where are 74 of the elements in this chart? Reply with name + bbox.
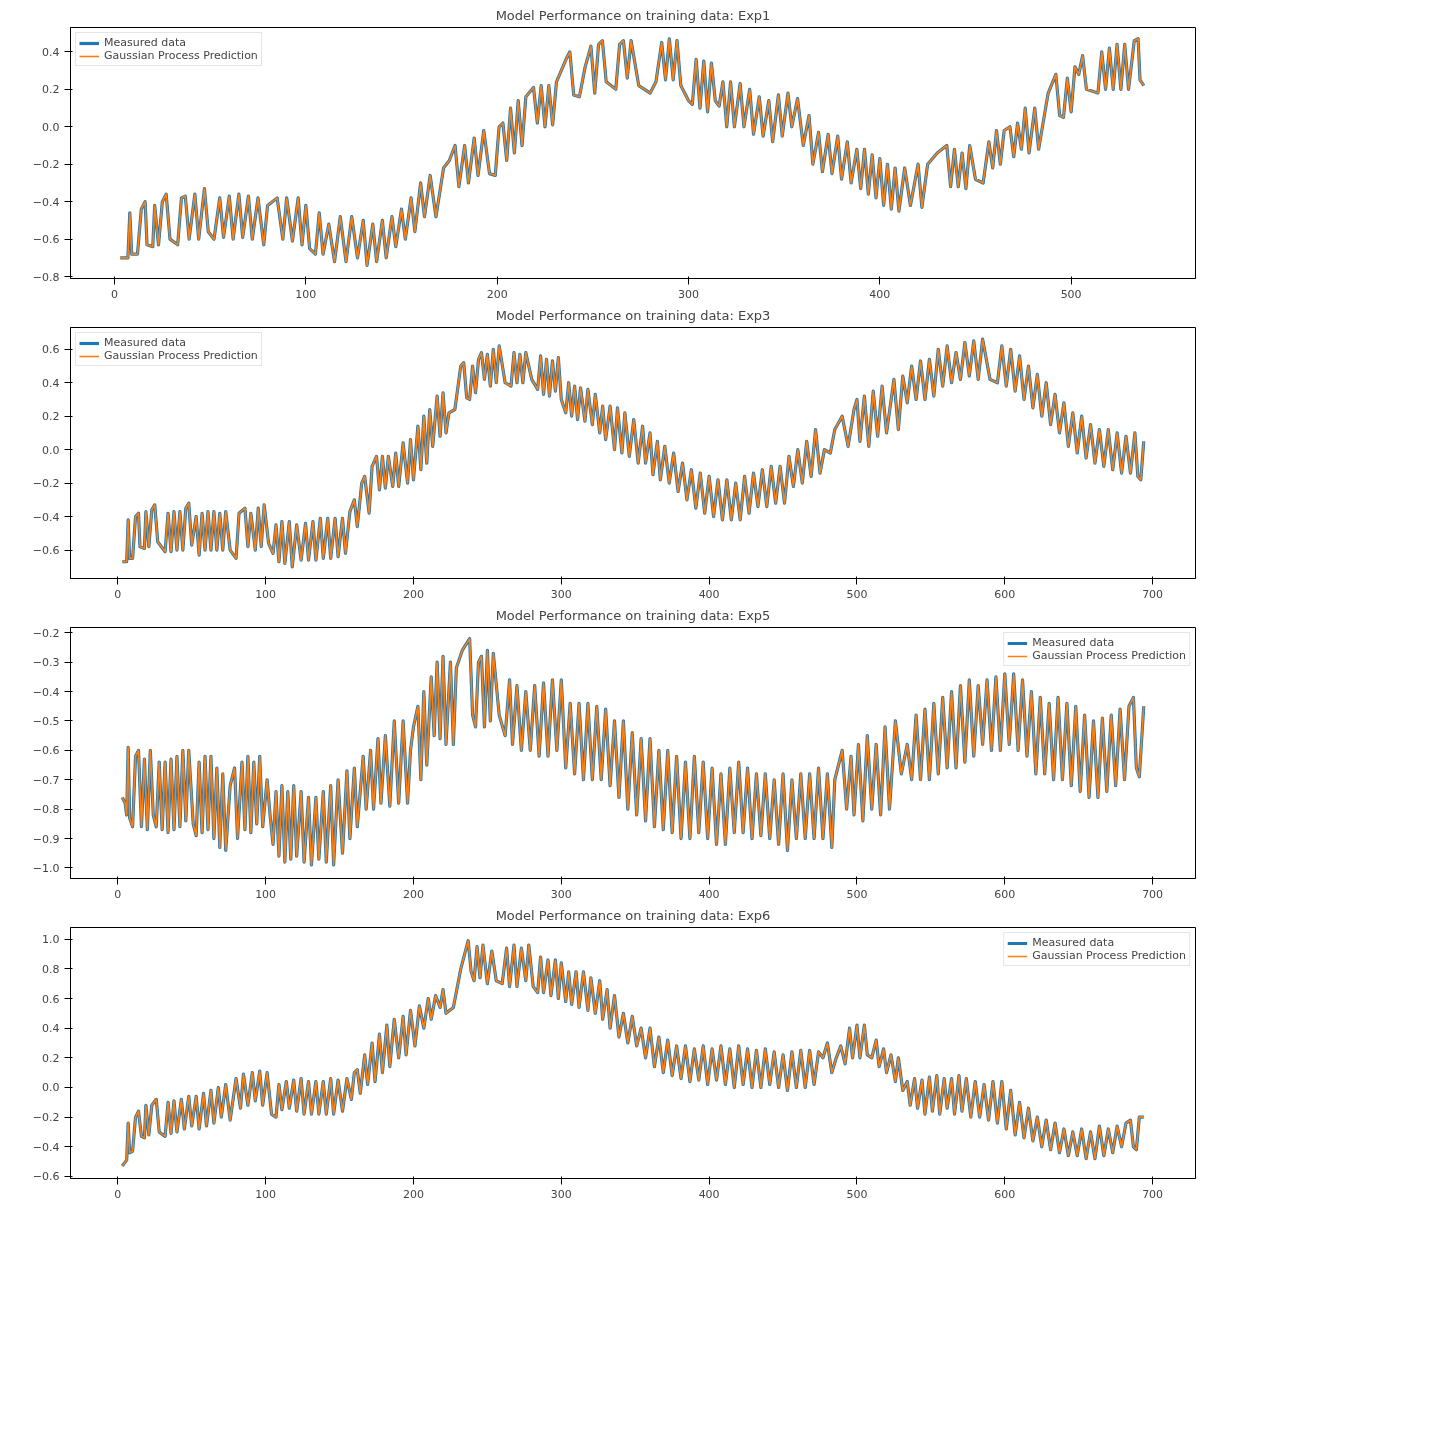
y-tick-label: −0.2 bbox=[32, 477, 60, 491]
y-tick-label: −0.2 bbox=[32, 626, 60, 640]
x-tick-label: 0 bbox=[114, 587, 122, 601]
x-tick-label: 600 bbox=[994, 1187, 1016, 1201]
legend-label: Measured data bbox=[104, 336, 187, 349]
y-tick-label: −0.6 bbox=[32, 744, 60, 758]
y-tick-label: 0.0 bbox=[42, 443, 60, 457]
y-tick-label: 0.0 bbox=[42, 120, 60, 134]
y-tick-label: −0.6 bbox=[32, 544, 60, 558]
y-tick-label: −0.6 bbox=[32, 233, 60, 247]
y-tick-label: −0.3 bbox=[32, 656, 60, 670]
x-tick-label: 700 bbox=[1142, 887, 1164, 901]
x-tick-label: 300 bbox=[550, 587, 572, 601]
x-tick-label: 400 bbox=[698, 1187, 720, 1201]
y-tick-label: 0.4 bbox=[42, 376, 60, 390]
y-tick-label: 0.8 bbox=[42, 962, 60, 976]
legend-label: Measured data bbox=[1032, 936, 1115, 949]
y-tick-label: −0.2 bbox=[32, 1111, 60, 1125]
y-tick-label: −0.2 bbox=[32, 158, 60, 172]
y-tick-label: −0.8 bbox=[32, 270, 60, 284]
legend-label: Gaussian Process Prediction bbox=[1032, 649, 1186, 662]
y-tick-label: −1.0 bbox=[32, 861, 60, 875]
y-tick-label: −0.4 bbox=[32, 510, 60, 524]
y-tick-label: −0.6 bbox=[32, 1170, 60, 1184]
x-tick-label: 200 bbox=[402, 587, 424, 601]
y-tick-label: 0.6 bbox=[42, 992, 60, 1006]
y-tick-label: 0.2 bbox=[42, 83, 60, 97]
x-tick-label: 0 bbox=[114, 887, 122, 901]
y-tick-label: −0.7 bbox=[32, 773, 60, 787]
y-tick-label: 0.4 bbox=[42, 1022, 60, 1036]
x-tick-label: 600 bbox=[994, 587, 1016, 601]
x-tick-label: 400 bbox=[698, 887, 720, 901]
chart-title: Model Performance on training data: Exp3 bbox=[495, 307, 771, 323]
x-tick-label: 600 bbox=[994, 887, 1016, 901]
y-tick-label: −0.8 bbox=[32, 803, 60, 817]
x-tick-label: 200 bbox=[486, 287, 508, 301]
x-tick-label: 300 bbox=[550, 1187, 572, 1201]
x-tick-label: 700 bbox=[1142, 587, 1164, 601]
x-tick-label: 300 bbox=[677, 287, 699, 301]
x-tick-label: 200 bbox=[402, 887, 424, 901]
y-tick-label: 0.2 bbox=[42, 1051, 60, 1065]
x-tick-label: 700 bbox=[1142, 1187, 1164, 1201]
legend-label: Gaussian Process Prediction bbox=[104, 49, 258, 62]
x-tick-label: 100 bbox=[295, 287, 317, 301]
x-tick-label: 300 bbox=[550, 887, 572, 901]
chart-title: Model Performance on training data: Exp6 bbox=[495, 907, 771, 923]
x-tick-label: 0 bbox=[114, 1187, 122, 1201]
x-tick-label: 100 bbox=[255, 1187, 277, 1201]
y-tick-label: −0.4 bbox=[32, 195, 60, 209]
y-tick-label: −0.4 bbox=[32, 685, 60, 699]
x-tick-label: 400 bbox=[698, 587, 720, 601]
x-tick-label: 400 bbox=[869, 287, 891, 301]
x-tick-label: 100 bbox=[255, 887, 277, 901]
legend-label: Gaussian Process Prediction bbox=[104, 349, 258, 362]
x-tick-label: 500 bbox=[846, 1187, 868, 1201]
chart-title: Model Performance on training data: Exp1 bbox=[495, 7, 771, 23]
y-tick-label: 0.4 bbox=[42, 45, 60, 59]
legend-label: Measured data bbox=[104, 36, 187, 49]
legend-label: Gaussian Process Prediction bbox=[1032, 949, 1186, 962]
y-tick-label: −0.9 bbox=[32, 832, 60, 846]
y-tick-label: 0.0 bbox=[42, 1081, 60, 1095]
y-tick-label: −0.5 bbox=[32, 714, 60, 728]
x-tick-label: 200 bbox=[402, 1187, 424, 1201]
x-tick-label: 500 bbox=[1060, 287, 1082, 301]
y-tick-label: −0.4 bbox=[32, 1140, 60, 1154]
x-tick-label: 0 bbox=[111, 287, 119, 301]
x-tick-label: 500 bbox=[846, 887, 868, 901]
y-tick-label: 1.0 bbox=[42, 933, 60, 947]
y-tick-label: 0.2 bbox=[42, 410, 60, 424]
legend-label: Measured data bbox=[1032, 636, 1115, 649]
x-tick-label: 500 bbox=[846, 587, 868, 601]
y-tick-label: 0.6 bbox=[42, 343, 60, 357]
chart-title: Model Performance on training data: Exp5 bbox=[495, 607, 771, 623]
x-tick-label: 100 bbox=[255, 587, 277, 601]
